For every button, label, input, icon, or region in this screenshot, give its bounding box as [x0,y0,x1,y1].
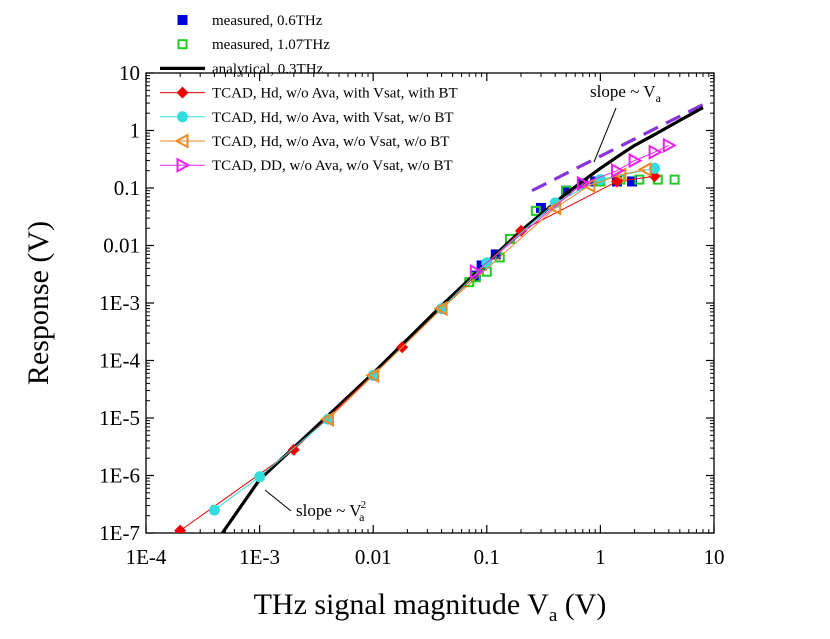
series-5 [319,161,652,427]
legend-marker [176,157,191,173]
y-axis-title: Response (V) [22,221,55,385]
legend-marker [177,39,188,50]
x-tick-label: 1 [595,545,606,569]
data-point [174,524,187,533]
y-tick-label: 1E-7 [99,521,140,545]
data-point [634,174,645,185]
x-axis-title-main: THz signal magnitude V [254,588,550,621]
data-point [547,200,562,216]
legend: measured, 0.6THz measured, 1.07THz analyti… [160,13,458,174]
data-point [469,264,484,280]
data-point [662,137,677,154]
data-point [649,162,661,174]
y-tick-label: 1 [130,119,141,143]
y-tick-label: 0.01 [103,234,140,258]
data-point [494,252,505,263]
annotation-text: slope ~ V [296,501,362,520]
legend-label: TCAD, DD, w/o Ava, w/o Vsat, w/o BT [212,158,453,174]
y-tick-label: 0.1 [114,176,140,200]
series-0 [470,176,638,281]
annotation-text: slope ~ V [590,82,656,101]
annotation-sup: 2 [361,499,367,511]
series-4 [208,162,661,516]
legend-marker [176,86,189,99]
data-point [628,152,643,169]
x-axis-title: THz signal magnitude Va (V) [254,588,607,626]
legend-label: measured, 0.6THz [212,13,323,29]
legend-label: measured, 1.07THz [212,37,330,53]
x-tick-label: 10 [704,545,725,569]
data-point [561,185,572,196]
series-3 [174,170,661,533]
data-point [365,367,380,384]
x-axis-title-sub: a [549,605,558,626]
data-point [476,260,487,271]
annotation-pointer-linear [593,107,617,163]
data-point [637,161,652,178]
data-point [669,174,680,185]
series-line [179,175,655,532]
data-point [611,163,626,179]
data-point [576,175,591,192]
slope-reference-line [531,101,707,193]
legend-label: analytical, 0.3THz [212,61,324,77]
data-point [287,443,300,456]
data-point [530,205,541,216]
slope-annotation-linear: slope ~ Va [590,82,662,105]
y-tick-label: 1E-5 [99,406,140,430]
series-layer [174,101,707,533]
annotation-sub: a [359,510,365,524]
slope-annotation-quadratic: slope ~ V2 a [296,499,366,524]
legend-marker [177,111,188,123]
series-line [327,168,646,420]
legend-label: TCAD, Hd, w/o Ava, with Vsat, with BT [212,86,458,102]
series-line [214,167,655,511]
y-tick-label: 10 [119,61,140,85]
y-tick-label: 1E-4 [99,349,140,373]
x-tick-label: 0.1 [474,545,500,569]
legend-marker [177,15,188,25]
data-point [433,300,448,317]
data-point [319,411,334,427]
annotation-sub: a [656,91,662,105]
data-point [254,471,266,483]
x-tick-label: 0.01 [355,545,392,569]
annotation-pointer-quadratic [264,489,292,512]
data-point [627,176,638,187]
data-point [648,144,663,160]
x-axis-title-unit: (V) [557,588,606,621]
legend-label: TCAD, Hd, w/o Ava, w/o Vsat, w/o BT [212,134,449,150]
legend-label: TCAD, Hd, w/o Ava, with Vsat, w/o BT [212,110,454,126]
series-6 [469,137,677,280]
x-tick-label: 1E-4 [126,545,167,569]
data-point [514,224,527,237]
legend-marker [174,133,189,149]
data-point [208,504,220,516]
data-point [536,202,547,213]
x-tick-label: 1E-3 [239,545,280,569]
axis-ticks: 1E-4 1E-3 0.01 0.1 1 10 1E-7 1E-6 1E-5 1E-4 1E-3 0.… [99,61,724,569]
y-tick-label: 1E-3 [99,291,140,315]
y-tick-label: 1E-6 [99,464,140,488]
